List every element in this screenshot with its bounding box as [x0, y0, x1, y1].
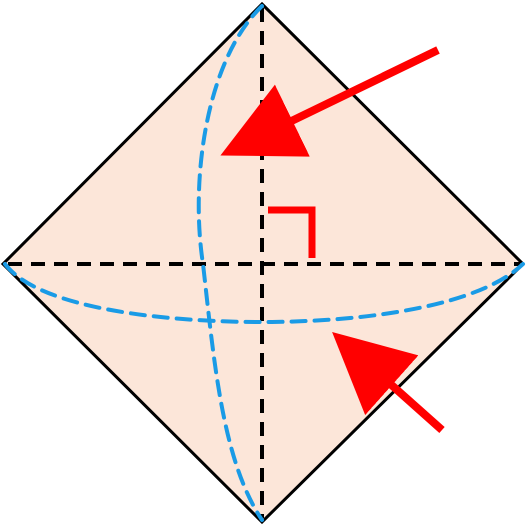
arrow-to-vertical-ellipse: [220, 46, 440, 157]
right-angle-marker: [268, 206, 316, 258]
arrow-to-horizontal-ellipse: [332, 332, 445, 433]
horizontal-ellipse: [3, 262, 525, 325]
vertical-ellipse: [196, 4, 264, 522]
